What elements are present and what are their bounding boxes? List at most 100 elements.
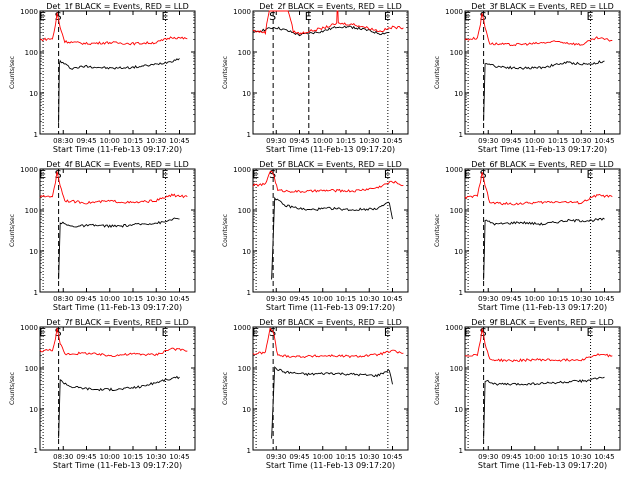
y-tick-label: 10 [454,90,463,98]
marker-label: E [39,168,46,181]
y-axis-label: Counts/sec [9,56,16,89]
x-tick-label: 10:15 [123,453,143,461]
y-tick-label: 100 [450,365,463,373]
x-tick-label: 10:15 [123,137,143,145]
series-lld [464,13,613,47]
marker-label: E [39,326,46,339]
y-tick-label: 1000 [445,324,463,332]
x-tick-label: 10:00 [313,453,333,461]
x-tick-label: 10:15 [548,137,568,145]
y-axis-label: Counts/sec [434,372,441,405]
x-tick-label: 10:15 [336,453,356,461]
x-tick-label: 10:00 [313,295,333,303]
marker-label: E [587,10,594,23]
y-tick-label: 100 [238,365,251,373]
plot-frame [252,168,409,293]
plot-frame [464,10,621,135]
series-lld [464,328,613,363]
x-tick-label: 09:45 [76,453,96,461]
y-tick-label: 100 [450,207,463,215]
x-tick-label: 09:45 [501,453,521,461]
plot-frame [252,326,409,451]
panel-title: Det_5f BLACK = Events, RED = LLD [259,160,402,169]
y-tick-label: 100 [238,49,251,57]
series-events [483,376,605,439]
x-tick-label: 09:45 [289,453,309,461]
panel-title: Det_9f BLACK = Events, RED = LLD [471,318,614,327]
x-tick-label: 09:45 [501,295,521,303]
x-tick-label: 10:00 [313,137,333,145]
y-tick-label: 1 [247,447,251,455]
panel-title: Det_4f BLACK = Events, RED = LLD [46,160,189,169]
panel-4: Det_4f BLACK = Events, RED = LLD 1 10 100 10… [9,160,196,312]
x-tick-label: 10:45 [382,453,402,461]
marker-label: E [39,10,46,23]
series-lld [39,171,188,205]
y-tick-label: 10 [29,90,38,98]
x-axis-label: Start Time (11-Feb-13 09:17:20) [53,303,182,312]
y-tick-label: 10 [454,406,463,414]
marker-label: E [384,10,391,23]
x-axis-label: Start Time (11-Feb-13 09:17:20) [53,461,182,470]
panel-6: Det_6f BLACK = Events, RED = LLD 1 10 100 10… [434,160,621,312]
marker-label: E [252,326,259,339]
x-tick-label: 10:30 [359,453,379,461]
y-tick-label: 10 [242,406,251,414]
y-tick-label: 1 [34,131,38,139]
y-tick-label: 1 [34,447,38,455]
x-tick-label: 10:00 [100,295,120,303]
x-tick-label: 10:15 [123,295,143,303]
marker-label: S [269,326,276,339]
y-tick-label: 10 [242,248,251,256]
x-tick-label: 10:30 [571,453,591,461]
y-axis-label: Counts/sec [222,372,229,405]
y-tick-label: 1000 [20,324,38,332]
x-tick-label: 08:30 [53,295,73,303]
x-tick-label: 10:45 [169,453,189,461]
panel-5: Det_5f BLACK = Events, RED = LLD 1 10 100 10… [222,160,409,312]
x-axis-label: Start Time (11-Feb-13 09:17:20) [266,461,395,470]
series-lld [39,327,188,357]
x-tick-label: 08:30 [53,137,73,145]
series-events [271,196,393,280]
x-tick-label: 10:30 [146,453,166,461]
marker-label: S [269,168,276,181]
x-tick-label: 09:45 [76,295,96,303]
x-tick-label: 10:00 [100,137,120,145]
y-tick-label: 1 [459,447,463,455]
series-events [271,366,393,439]
x-tick-label: 10:45 [169,295,189,303]
x-tick-label: 10:15 [548,453,568,461]
x-tick-label: 10:30 [359,295,379,303]
x-tick-label: 09:45 [289,295,309,303]
marker-label: E [252,168,259,181]
y-tick-label: 1000 [233,166,251,174]
x-axis-label: Start Time (11-Feb-13 09:17:20) [478,303,607,312]
panel-3: Det_3f BLACK = Events, RED = LLD 1 10 100 10… [434,2,621,154]
x-tick-label: 09:30 [478,137,498,145]
plot-frame [464,326,621,451]
x-tick-label: 10:30 [146,137,166,145]
series-lld [464,171,613,206]
marker-label: E [305,10,312,23]
panel-9: Det_9f BLACK = Events, RED = LLD 1 10 100 10… [434,318,621,470]
y-tick-label: 100 [25,365,38,373]
x-tick-label: 09:30 [478,295,498,303]
x-tick-label: 10:30 [146,295,166,303]
marker-label: E [384,168,391,181]
panel-2: Det_2f BLACK = Events, RED = LLD 1 10 100 10… [222,2,409,154]
x-axis-label: Start Time (11-Feb-13 09:17:20) [266,303,395,312]
marker-label: E [587,168,594,181]
plot-frame [39,168,196,293]
x-tick-label: 10:45 [382,137,402,145]
y-tick-label: 10 [242,90,251,98]
y-axis-label: Counts/sec [9,372,16,405]
y-tick-label: 100 [238,207,251,215]
y-axis-label: Counts/sec [434,56,441,89]
y-tick-label: 1000 [20,8,38,16]
panel-title: Det_3f BLACK = Events, RED = LLD [471,2,614,11]
panel-title: Det_7f BLACK = Events, RED = LLD [46,318,189,327]
x-tick-label: 09:30 [478,453,498,461]
marker-label: E [384,326,391,339]
